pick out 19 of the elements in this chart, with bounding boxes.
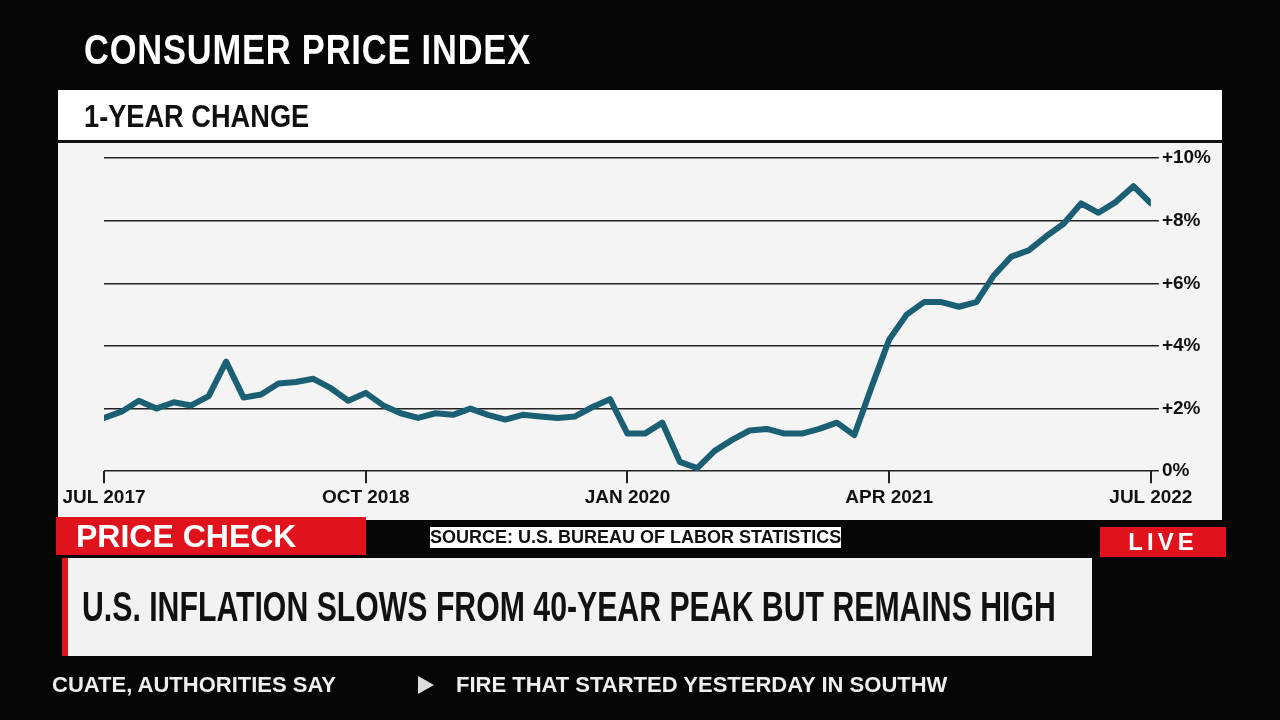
- chart-subtitle: 1-YEAR CHANGE: [84, 98, 310, 135]
- text: LIVE: [1128, 527, 1198, 557]
- x-tick-label: JAN 2020: [584, 485, 671, 507]
- chart-title: CONSUMER PRICE INDEX: [84, 26, 531, 74]
- text: PRICE CHECK: [76, 517, 297, 555]
- y-tick-label: +4%: [1161, 334, 1201, 356]
- y-tick-label: 0%: [1161, 459, 1190, 481]
- x-tick-label: APR 2021: [845, 485, 934, 507]
- y-tick-label: +2%: [1161, 396, 1201, 418]
- source-note: SOURCE: U.S. BUREAU OF LABOR STATISTICS: [430, 527, 842, 548]
- text: FIRE THAT STARTED YESTERDAY IN SOUTHW: [456, 672, 948, 698]
- x-tick-label: OCT 2018: [321, 485, 410, 507]
- text: CUATE, AUTHORITIES SAY: [52, 672, 336, 698]
- y-tick-label: +8%: [1161, 208, 1201, 230]
- y-tick-label: +6%: [1161, 271, 1201, 293]
- text: U.S. INFLATION SLOWS FROM 40-YEAR PEAK BUT REMAINS HIGH: [82, 582, 1056, 632]
- x-tick-label: JUL 2017: [62, 485, 146, 507]
- x-tick-label: JUL 2022: [1109, 485, 1193, 507]
- y-tick-label: +10%: [1161, 146, 1212, 168]
